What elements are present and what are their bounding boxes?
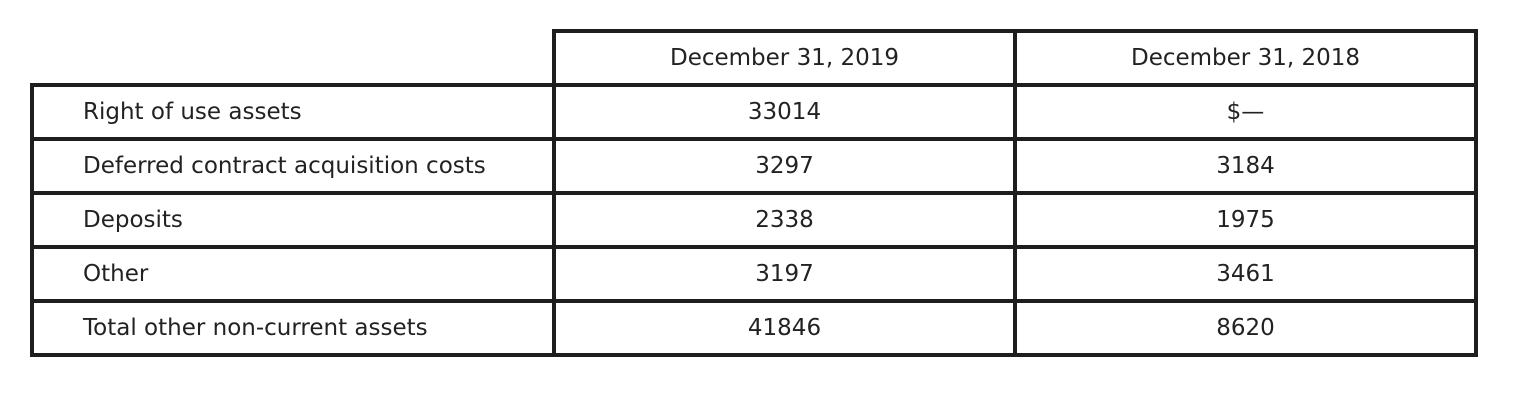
table-row: Right of use assets 33014 $—: [30, 83, 1478, 141]
row-label: Total other non-current assets: [30, 299, 556, 357]
value-2018: 3184: [1013, 137, 1478, 195]
table-row: Other 3197 3461: [30, 245, 1478, 303]
value-2018: 1975: [1013, 191, 1478, 249]
value-2018: 3461: [1013, 245, 1478, 303]
value-2019: 3297: [552, 137, 1017, 195]
column-header-2018: December 31, 2018: [1013, 29, 1478, 87]
row-label: Right of use assets: [30, 83, 556, 141]
non-current-assets-table: December 31, 2019 December 31, 2018 Righ…: [30, 29, 1478, 357]
row-label: Deposits: [30, 191, 556, 249]
value-2018: $—: [1013, 83, 1478, 141]
header-blank-cell: [32, 31, 556, 87]
value-2019: 3197: [552, 245, 1017, 303]
row-label: Other: [30, 245, 556, 303]
table-row: Deposits 2338 1975: [30, 191, 1478, 249]
value-2019: 33014: [552, 83, 1017, 141]
column-header-2019: December 31, 2019: [552, 29, 1017, 87]
value-2018: 8620: [1013, 299, 1478, 357]
table-row: Deferred contract acquisition costs 3297…: [30, 137, 1478, 195]
row-label: Deferred contract acquisition costs: [30, 137, 556, 195]
header-row: December 31, 2019 December 31, 2018: [32, 29, 1478, 87]
table-container: December 31, 2019 December 31, 2018 Righ…: [30, 29, 1478, 357]
value-2019: 41846: [552, 299, 1017, 357]
table-row-total: Total other non-current assets 41846 862…: [30, 299, 1478, 357]
value-2019: 2338: [552, 191, 1017, 249]
